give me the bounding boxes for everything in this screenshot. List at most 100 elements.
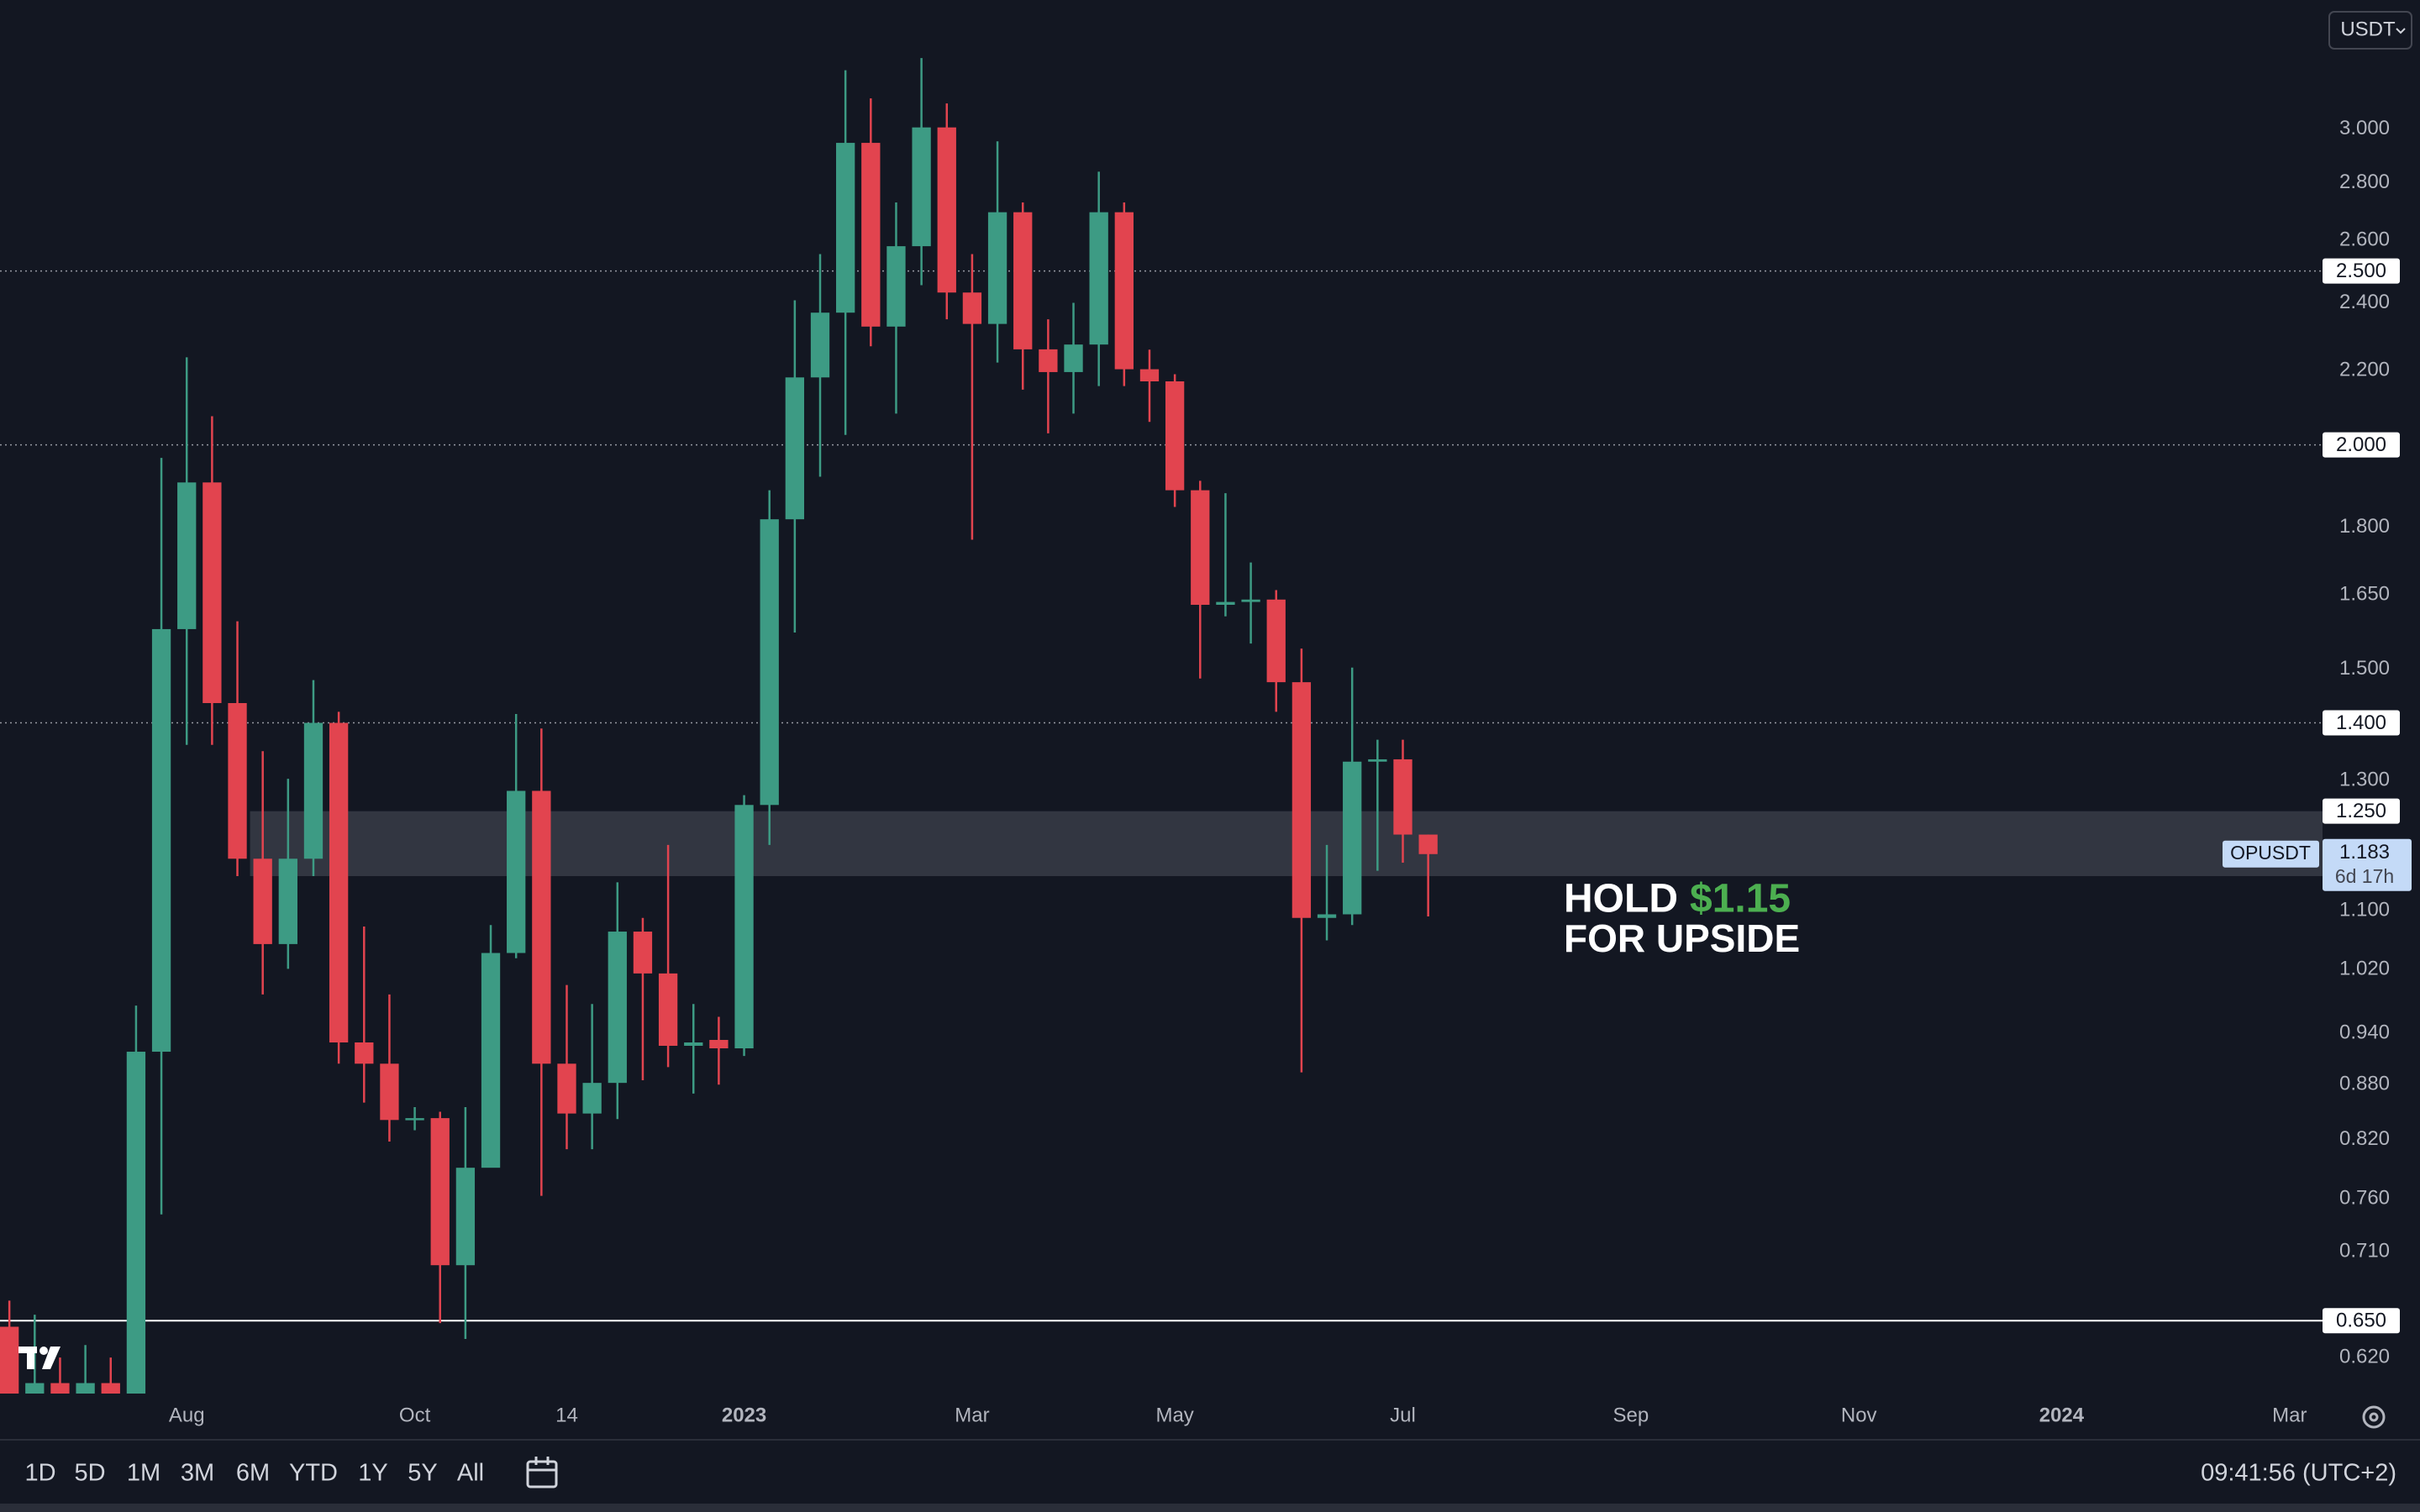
candle-body [1013,212,1033,349]
candle-body [177,482,197,629]
settings-icon[interactable] [2362,1405,2386,1429]
y-tick-label: 1.300 [2339,769,2390,791]
candle-body [810,312,830,378]
x-tick-label: 14 [555,1404,578,1426]
tv-logo [18,1347,60,1369]
candle-body [886,246,906,327]
last-price-label: 1.183 [2339,841,2390,864]
candle-body [380,1063,399,1121]
range-button[interactable]: All [457,1460,484,1487]
candle-body [0,1326,19,1394]
candle-body [937,127,956,293]
x-tick-label: Nov [1841,1404,1877,1426]
annotation-text: HOLD [1564,877,1678,921]
y-tick-label: 0.710 [2339,1240,2390,1263]
level-box [2323,710,2400,736]
currency-dropdown[interactable]: USDT [2328,11,2412,50]
level-box [2323,258,2400,284]
annotation-text: FOR UPSIDE [1564,916,1800,960]
range-button[interactable]: 5Y [408,1460,437,1487]
candle-body [633,932,653,974]
candle-body [1216,601,1235,606]
candle-body [785,377,805,520]
candle-body [1114,212,1134,370]
candle-body [1139,369,1160,381]
y-tick-label: 2.600 [2339,228,2390,251]
candle-body [228,702,247,859]
y-tick-label: 2.400 [2339,291,2390,313]
bottom-strip [0,1504,2420,1512]
plot-area [0,58,2323,1394]
x-tick-label: Mar [2272,1404,2307,1426]
candle-body [1039,349,1058,372]
support-zone [250,811,2323,877]
y-tick-label: 1.500 [2339,657,2390,680]
candle-body [836,143,855,313]
x-tick-label: Sep [1613,1404,1649,1426]
candle-body [734,805,754,1049]
y-tick-label: 1.100 [2339,899,2390,921]
zone-box [2323,798,2400,824]
range-button[interactable]: 5D [74,1460,105,1487]
candle-body [203,482,222,703]
candle-body [557,1063,576,1114]
candle-body [1343,761,1362,915]
candle-body [455,1168,476,1266]
range-button[interactable]: 1M [127,1460,160,1487]
range-button[interactable]: 1D [24,1460,55,1487]
symbol-box [2223,840,2319,868]
candle-body [507,790,526,953]
candle-body [709,1040,729,1049]
candle-body [861,143,881,327]
candle-body [76,1383,95,1394]
y-tick-label: 2.800 [2339,171,2390,193]
y-tick-label: 0.940 [2339,1021,2390,1043]
candle-body [25,1383,45,1394]
level-box [2323,432,2400,458]
candle-body [912,127,931,247]
candle-body [1317,914,1337,918]
zone-label: 1.250 [2336,800,2386,822]
candle-body [684,1042,703,1046]
candle-body [481,953,501,1168]
candle-body [1191,490,1210,606]
symbol-label: OPUSDT [2230,842,2311,864]
calendar-icon[interactable] [526,1457,558,1488]
y-tick-label: 0.820 [2339,1127,2390,1150]
candle-body [430,1118,450,1266]
candle-body [405,1118,424,1121]
range-button[interactable]: 1Y [358,1460,387,1487]
candle-body [1393,759,1413,835]
level-label: 2.500 [2336,260,2386,282]
x-tick-label: Oct [399,1404,431,1426]
y-tick-label: 0.620 [2339,1345,2390,1368]
level-label: 0.650 [2336,1310,2386,1332]
currency-label: USDT [2340,18,2396,40]
y-tick-label: 1.800 [2339,515,2390,538]
clock: 09:41:56 (UTC+2) [2201,1460,2396,1487]
range-button[interactable]: YTD [289,1460,338,1487]
candle-body [303,722,324,859]
y-tick-label: 1.650 [2339,582,2390,605]
range-button[interactable]: 3M [181,1460,214,1487]
candle-body [126,1052,146,1394]
level-label: 2.000 [2336,433,2386,456]
x-tick-label: Aug [169,1404,205,1426]
y-tick-label: 3.000 [2339,117,2390,139]
candle-body [987,212,1007,324]
annotation-price: $1.15 [1690,877,1791,921]
candle-body [1368,759,1387,762]
x-tick-label: Mar [955,1404,989,1426]
candle-body [101,1383,120,1394]
candle-body [253,858,272,944]
last-price-box [2323,838,2412,891]
range-button[interactable]: 6M [236,1460,270,1487]
y-tick-label: 2.200 [2339,359,2390,381]
candle-body [329,722,349,1042]
candle-body [582,1083,602,1114]
candle-body [151,628,171,1053]
candle-body [658,973,678,1046]
